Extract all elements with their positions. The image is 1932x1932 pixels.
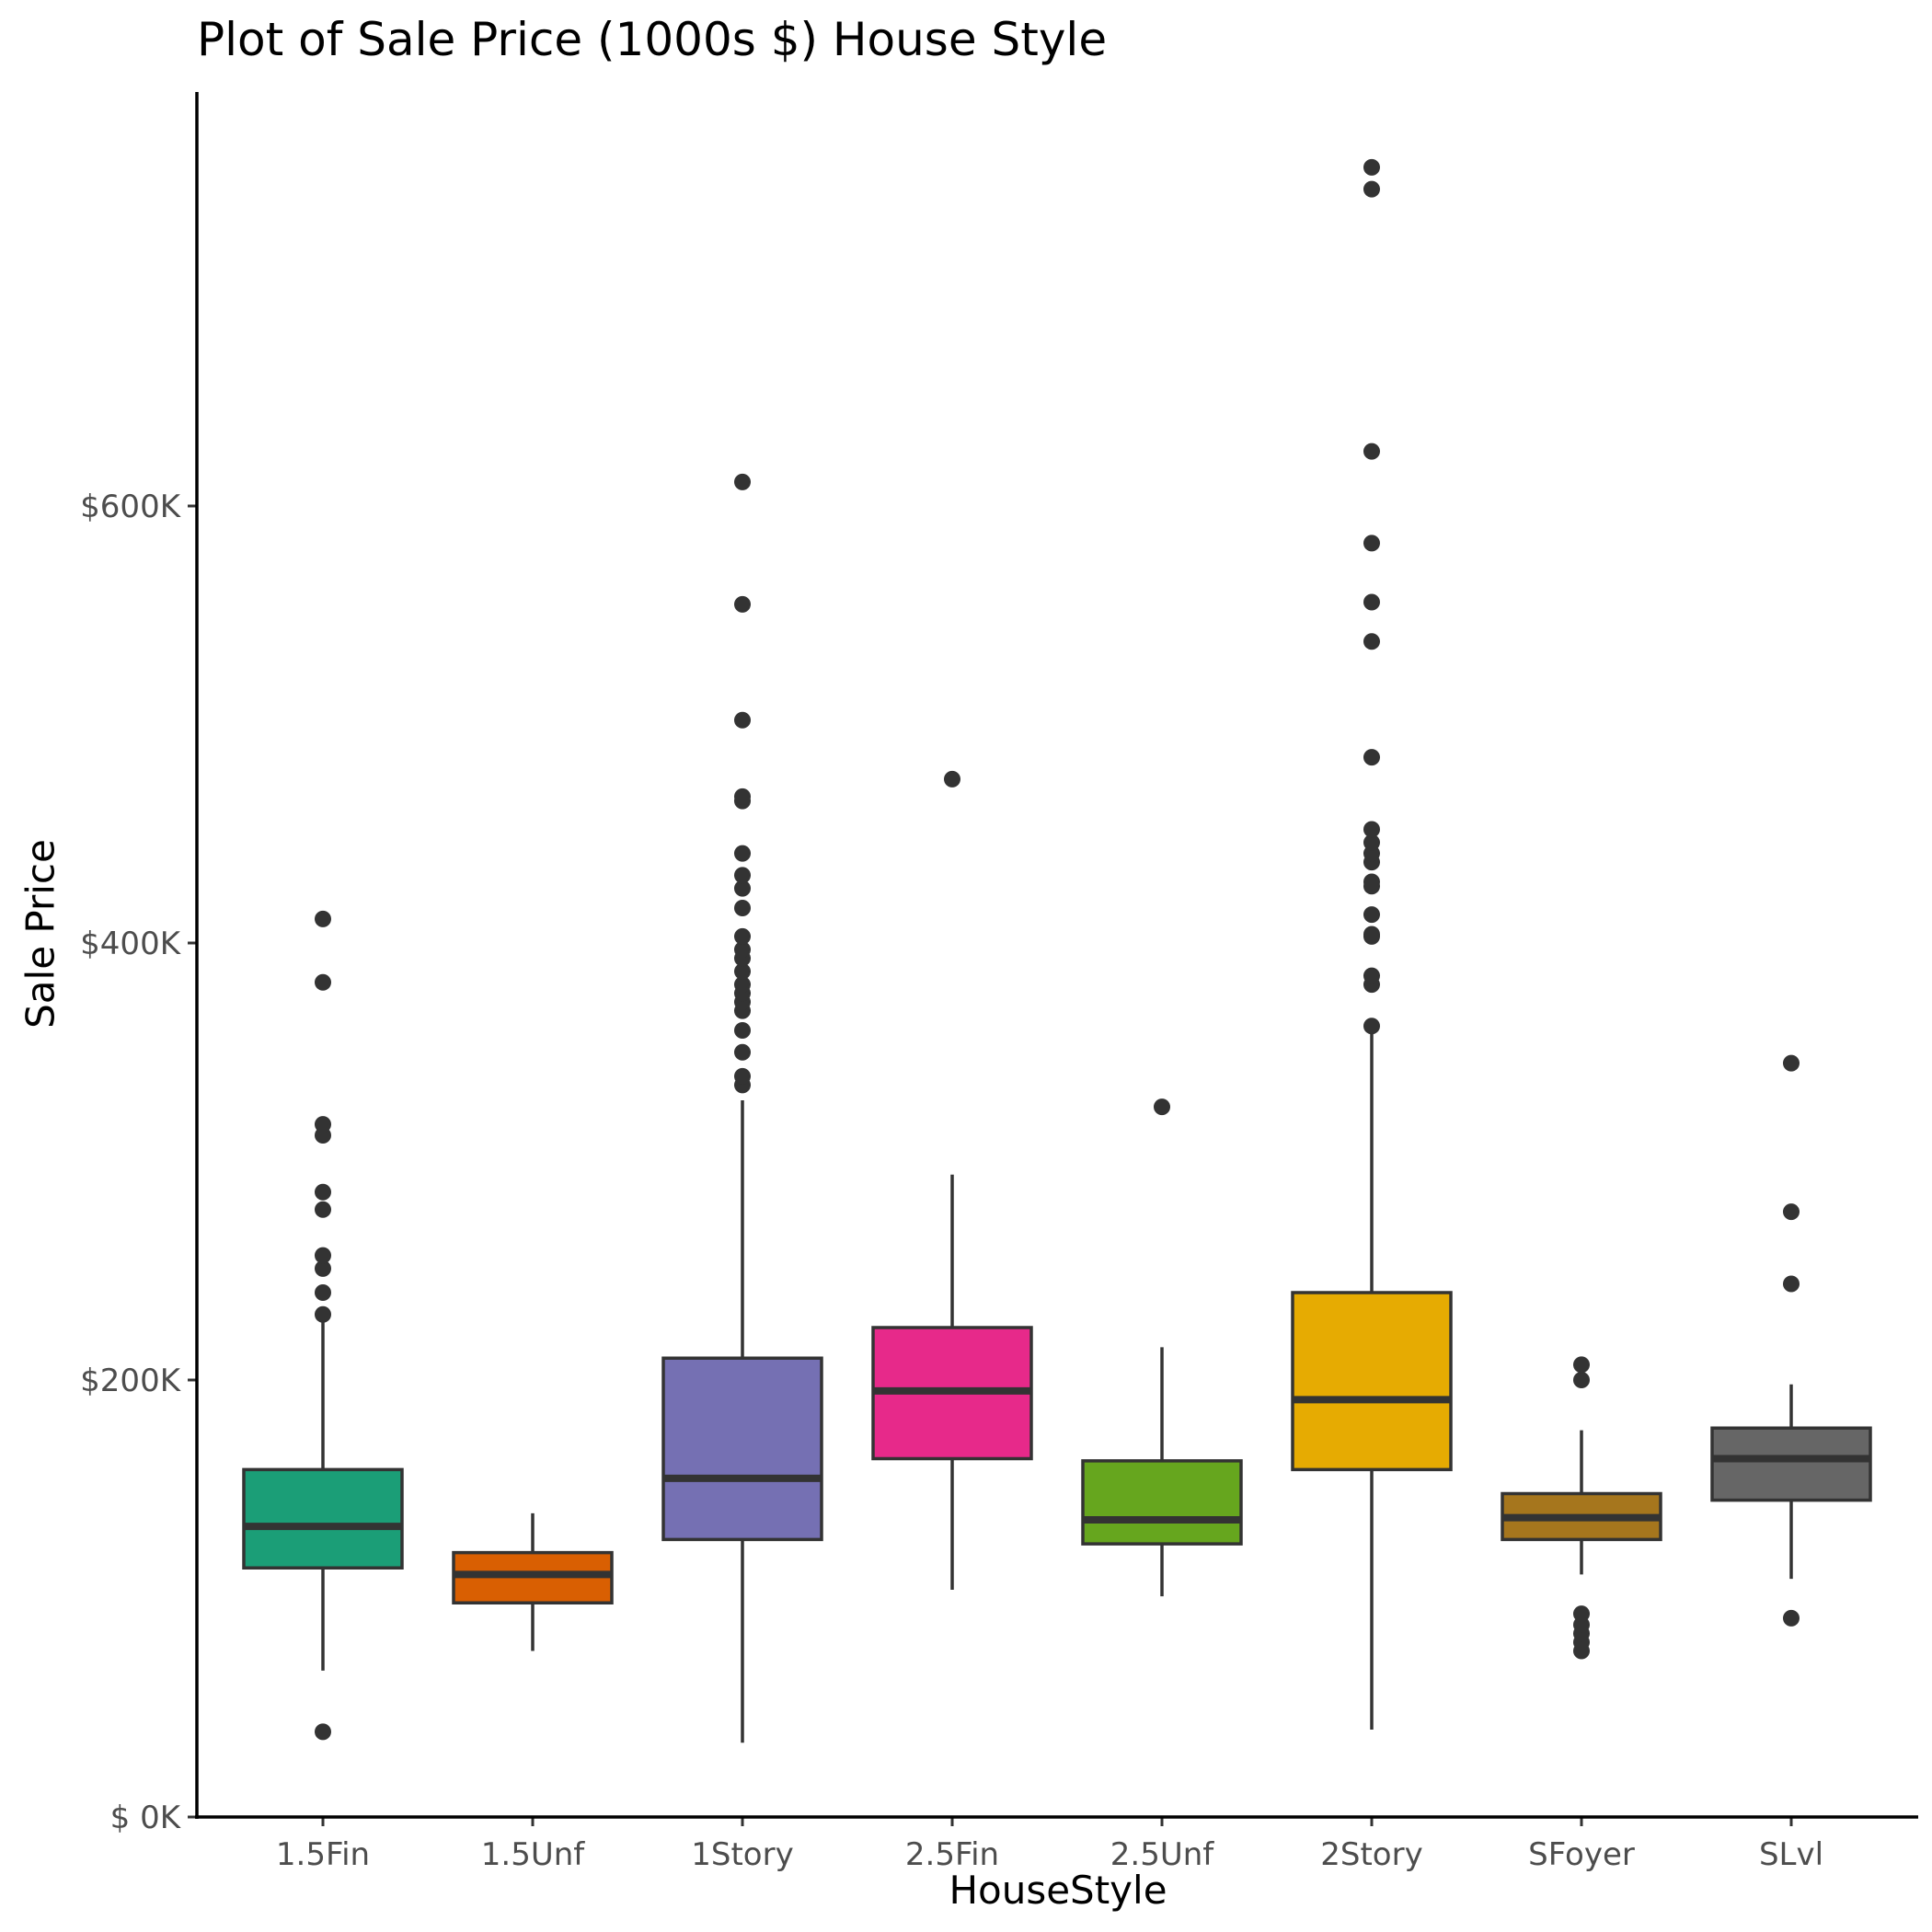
outlier-point (734, 900, 751, 916)
outlier-point (1783, 1203, 1800, 1221)
outlier-point (315, 973, 331, 991)
outlier-point (1363, 873, 1380, 891)
outlier-point (734, 845, 751, 862)
outlier-point (1363, 906, 1380, 924)
outlier-point (1363, 535, 1380, 552)
box-SFoyer (1501, 1356, 1662, 1660)
outlier-point (734, 867, 751, 884)
x-tick-label: 1.5Fin (276, 1836, 370, 1873)
x-tick-label: 2.5Unf (1110, 1836, 1215, 1873)
box-iqr (1081, 1459, 1243, 1546)
box-SLvl (1710, 1054, 1872, 1627)
outlier-point (944, 770, 960, 788)
outlier-point (734, 976, 751, 994)
x-tick-label: 2Story (1320, 1836, 1422, 1873)
outlier-point (315, 1305, 331, 1323)
outlier-point (734, 711, 751, 729)
outlier-point (1363, 1018, 1380, 1035)
outlier-point (1363, 180, 1380, 198)
outlier-point (1783, 1275, 1800, 1293)
outlier-point (315, 1259, 331, 1277)
box-2Story (1291, 158, 1453, 1730)
outlier-point (1363, 967, 1380, 984)
x-tick-label: SLvl (1759, 1836, 1823, 1873)
box-iqr (1291, 1291, 1453, 1472)
outlier-point (734, 927, 751, 945)
box-1.5Fin (242, 910, 404, 1741)
y-tick-label: $200K (80, 1363, 182, 1399)
box-2.5Fin (871, 770, 1033, 1590)
outlier-point (734, 1022, 751, 1039)
x-tick-label: SFoyer (1528, 1836, 1635, 1873)
outlier-point (315, 910, 331, 927)
outlier-point (1363, 443, 1380, 460)
outlier-point (1363, 749, 1380, 766)
outlier-point (1573, 1372, 1590, 1388)
outlier-point (1573, 1605, 1590, 1623)
y-tick-label: $400K (80, 926, 182, 962)
outlier-point (734, 595, 751, 613)
box-2.5Unf (1081, 1098, 1243, 1597)
y-tick-label: $ 0K (110, 1800, 182, 1836)
outlier-point (315, 1723, 331, 1741)
outlier-point (1363, 834, 1380, 851)
outlier-point (734, 880, 751, 897)
x-tick-label: 1Story (691, 1836, 793, 1873)
outlier-point (1363, 633, 1380, 650)
box-1.5Unf (452, 1512, 614, 1651)
outlier-point (1154, 1098, 1170, 1116)
outlier-point (1363, 593, 1380, 611)
axes: 1.5Fin 1.5Unf 1Story 2.5Fin 2.5Unf 2Story SFoy… (80, 92, 1918, 1873)
outlier-point (1363, 821, 1380, 838)
box-iqr (242, 1467, 404, 1570)
x-tick-label: 2.5Fin (905, 1836, 999, 1873)
outlier-point (734, 788, 751, 805)
outlier-point (734, 962, 751, 980)
outlier-point (315, 1116, 331, 1133)
x-tick-label: 1.5Unf (481, 1836, 586, 1873)
y-tick-label: $600K (80, 489, 182, 525)
box-iqr (661, 1356, 823, 1542)
outlier-point (315, 1247, 331, 1264)
outlier-point (734, 473, 751, 490)
outlier-point (315, 1284, 331, 1301)
x-axis-title: HouseStyle (949, 1868, 1167, 1913)
box-1Story (661, 473, 823, 1743)
box-iqr (1710, 1426, 1872, 1502)
outlier-point (734, 1067, 751, 1085)
outlier-point (734, 941, 751, 959)
outlier-point (1783, 1609, 1800, 1627)
outlier-point (1363, 926, 1380, 943)
plot-area (242, 158, 1872, 1743)
outlier-point (1363, 158, 1380, 176)
chart-title: Plot of Sale Price (1000s $) House Style (197, 13, 1108, 66)
outlier-point (734, 1043, 751, 1061)
outlier-point (315, 1183, 331, 1201)
outlier-point (315, 1201, 331, 1218)
outlier-point (1573, 1356, 1590, 1374)
outlier-point (1783, 1054, 1800, 1072)
